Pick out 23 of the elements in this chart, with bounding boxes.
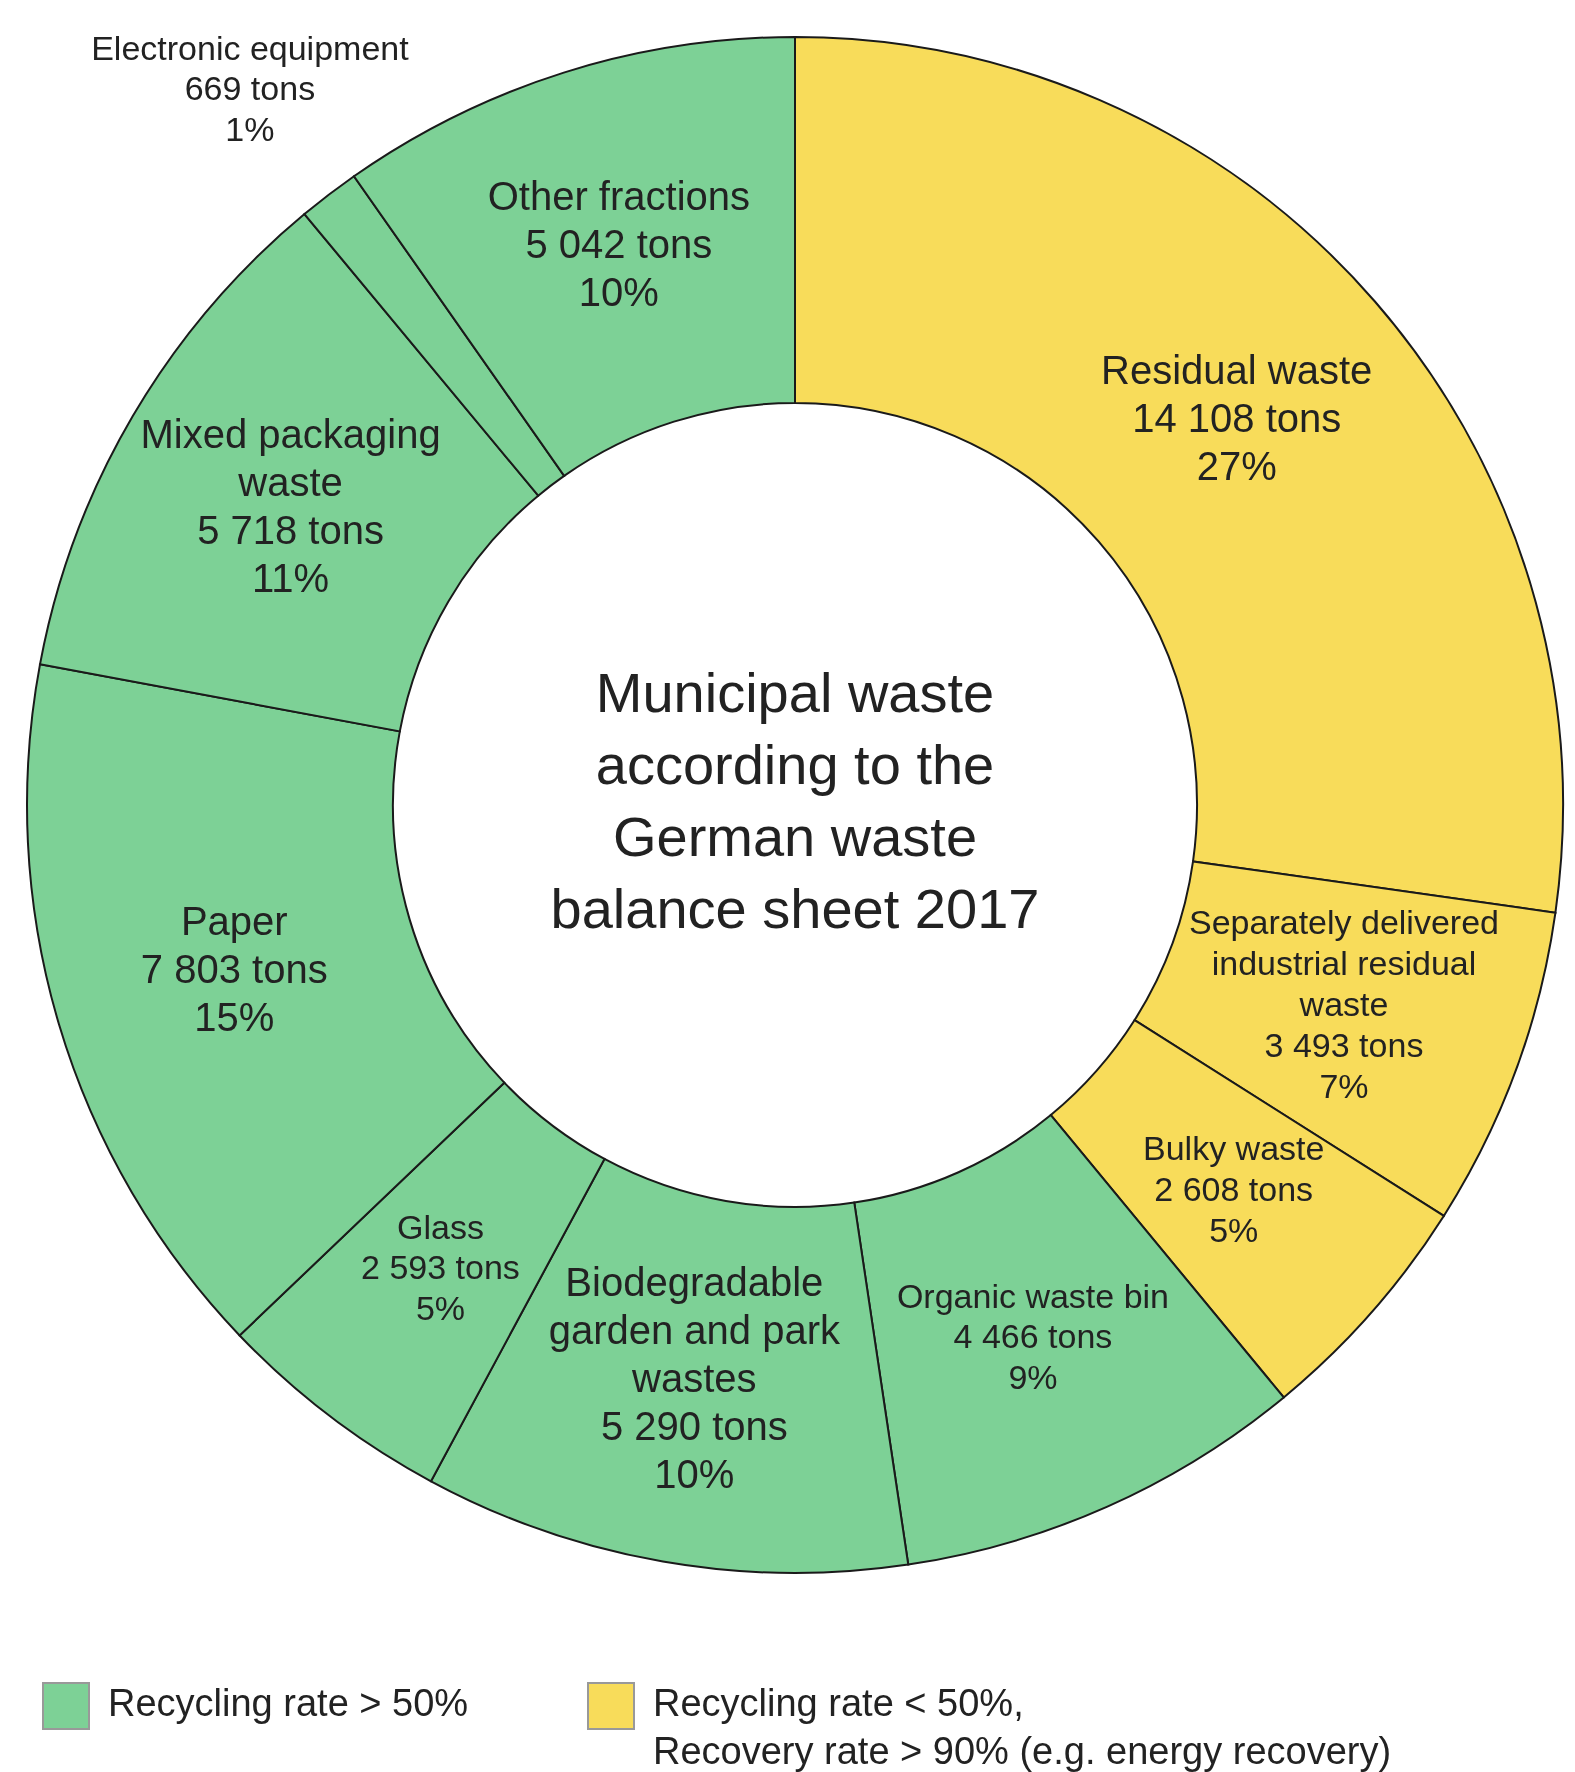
slice-label: Mixed packaging waste [140, 411, 441, 504]
data-label: 5 718 tons 11% [197, 507, 384, 600]
data-label: 7 803 tons 15% [140, 946, 328, 1039]
text: Recycling rate > 50% [108, 1682, 469, 1725]
data-label: 5 042 tons 10% [525, 221, 713, 314]
text: Municipal waste according to the German waste balance sheet 2017 [550, 660, 1040, 940]
slice-label: Organic waste bin [896, 1276, 1170, 1315]
slice-label: Bulky waste [1143, 1129, 1325, 1168]
data-label: 2 608 tons 5% [1154, 1169, 1314, 1249]
slice-label: Glass [397, 1207, 484, 1246]
data-label: 14 108 tons 27% [1132, 396, 1342, 489]
data-label: 4 466 tons 9% [953, 1317, 1113, 1397]
data-label: 5 290 tons 10% [600, 1403, 788, 1496]
slice-label: Residual waste [1101, 348, 1373, 393]
data-label: 3 493 tons 7% [1264, 1025, 1424, 1105]
slice-label: Other fractions [487, 173, 751, 218]
data-label: 2 593 tons 5% [361, 1248, 520, 1328]
slice-label: Separately delivered industrial residual waste [1189, 903, 1499, 1024]
slice-label: Electronic equipment [91, 28, 410, 67]
slice-label: Biodegradable garden and park wastes [548, 1259, 842, 1400]
text: Recycling rate < 50%, Recovery rate > 90% (e.g. energy recovery) [653, 1682, 1392, 1772]
data-label: 669 tons 1% [184, 69, 316, 149]
slice-label: Paper [180, 898, 288, 943]
